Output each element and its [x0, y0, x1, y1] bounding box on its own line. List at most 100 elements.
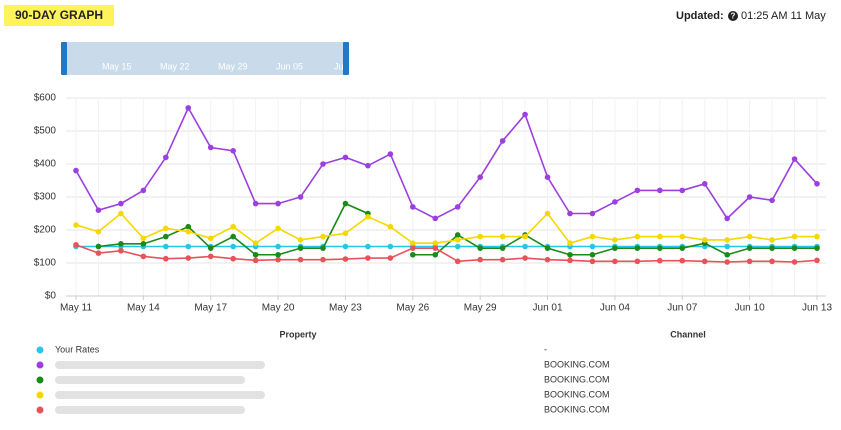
data-point	[589, 210, 596, 217]
data-point	[207, 245, 214, 251]
x-tick-label: May 29	[464, 303, 497, 314]
data-point	[477, 233, 483, 240]
x-tick-label: May 26	[396, 303, 429, 314]
data-point	[679, 245, 686, 251]
data-point	[73, 222, 79, 228]
legend-marker	[36, 391, 44, 399]
data-point	[657, 187, 663, 194]
data-point	[724, 215, 730, 222]
data-point	[454, 204, 461, 210]
data-point	[522, 255, 528, 261]
data-point	[724, 237, 730, 243]
data-point	[612, 258, 618, 265]
data-point	[769, 197, 775, 204]
data-point	[791, 259, 798, 265]
blurred-name	[55, 391, 265, 399]
data-point	[791, 233, 798, 240]
data-point	[320, 161, 326, 167]
data-point	[454, 258, 461, 265]
data-point	[365, 243, 371, 250]
blurred-name	[55, 376, 245, 384]
x-tick-label: Jun 10	[735, 303, 765, 314]
navigator-label: Ju	[334, 61, 344, 71]
data-point	[432, 215, 439, 222]
blurred-name	[55, 406, 245, 414]
data-point	[387, 255, 394, 261]
data-point	[589, 233, 596, 240]
data-point	[657, 233, 663, 240]
data-point	[701, 181, 708, 187]
data-point	[297, 245, 304, 251]
navigator-label: May 22	[160, 61, 190, 71]
updated-time: 01:25 AM 11 May	[741, 10, 826, 22]
y-tick-label: $200	[34, 225, 57, 236]
data-point	[342, 256, 349, 262]
data-point	[185, 255, 192, 261]
data-point	[544, 256, 551, 263]
navigator-handle[interactable]	[343, 42, 349, 75]
data-point	[679, 187, 686, 194]
legend-marker	[36, 361, 44, 369]
data-point	[252, 240, 259, 246]
data-point	[769, 237, 775, 243]
data-point	[365, 162, 371, 169]
data-point	[275, 243, 281, 250]
table-header: Property	[279, 329, 316, 339]
x-tick-label: May 17	[194, 303, 227, 314]
y-tick-label: $500	[34, 126, 57, 137]
data-point	[140, 187, 147, 194]
data-point	[477, 256, 483, 263]
data-point	[612, 237, 618, 243]
navigator-range[interactable]	[64, 42, 347, 75]
legend-name: Your Rates	[55, 344, 100, 354]
data-point	[185, 228, 192, 235]
data-point	[252, 257, 259, 264]
data-point	[567, 251, 573, 258]
data-point	[410, 245, 416, 251]
data-point	[73, 242, 79, 248]
data-point	[567, 257, 573, 264]
data-point	[814, 245, 820, 251]
data-point	[499, 138, 506, 144]
data-point	[769, 245, 775, 251]
data-point	[365, 214, 371, 220]
data-point	[634, 187, 641, 194]
channel: -	[544, 344, 547, 354]
data-point	[207, 253, 214, 260]
legend-marker	[36, 406, 44, 414]
data-point	[342, 243, 349, 250]
data-point	[567, 210, 573, 217]
x-tick-label: Jun 01	[533, 303, 563, 314]
series-line	[75, 212, 817, 245]
navigator-label: Jun 05	[276, 61, 303, 71]
help-icon-glyph: ?	[731, 12, 736, 21]
data-point	[118, 200, 124, 207]
data-point	[95, 207, 102, 213]
data-point	[252, 200, 259, 207]
data-point	[432, 251, 439, 258]
data-point	[252, 251, 259, 258]
data-point	[454, 243, 461, 250]
navigator-handle[interactable]	[61, 42, 67, 75]
data-point	[342, 230, 349, 237]
data-point	[791, 245, 798, 251]
data-point	[432, 240, 439, 246]
data-point	[275, 225, 281, 232]
data-point	[746, 245, 753, 251]
data-point	[791, 156, 798, 162]
data-point	[163, 154, 169, 161]
data-point	[95, 250, 102, 256]
data-point	[342, 154, 349, 161]
data-point	[746, 233, 753, 240]
data-point	[297, 194, 304, 200]
updated-label: Updated:	[676, 10, 724, 22]
data-point	[95, 228, 102, 235]
data-point	[589, 251, 596, 258]
channel: BOOKING.COM	[544, 404, 610, 414]
data-point	[95, 243, 102, 250]
data-point	[275, 200, 281, 207]
data-point	[724, 243, 730, 250]
data-point	[163, 225, 169, 232]
